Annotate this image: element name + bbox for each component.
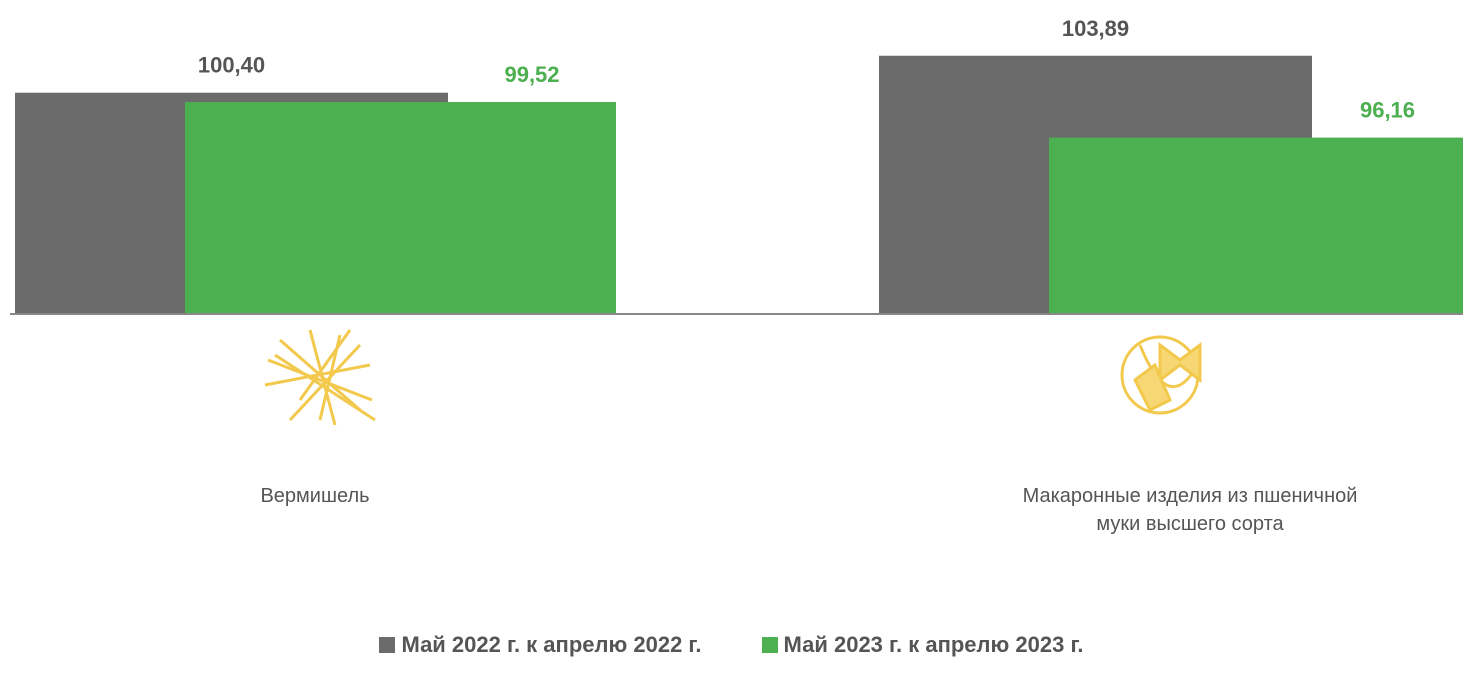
category-label: Макаронные изделия из пшеничной муки выс…	[1020, 482, 1360, 538]
chart: 100,40 99,52 103,89 96,16 Май 2022 г. к апр…	[0, 0, 1463, 688]
bar	[185, 102, 616, 314]
legend-item: Май 2023 г. к апрелю 2023 г.	[762, 632, 1084, 658]
legend-swatch	[762, 637, 778, 653]
legend-item: Май 2022 г. к апрелю 2022 г.	[379, 632, 701, 658]
plot: 100,40 99,52 103,89 96,16	[0, 0, 1463, 688]
data-label: 96,16	[1360, 98, 1415, 123]
data-label: 103,89	[1062, 16, 1129, 41]
legend-label: Май 2022 г. к апрелю 2022 г.	[401, 632, 701, 658]
bar	[1049, 138, 1463, 314]
legend-swatch	[379, 637, 395, 653]
pasta-icon	[1122, 337, 1200, 413]
vermicelli-icon	[265, 330, 375, 425]
legend-label: Май 2023 г. к апрелю 2023 г.	[784, 632, 1084, 658]
data-label: 100,40	[198, 53, 265, 78]
data-label: 99,52	[504, 62, 559, 87]
category-label: Вермишель	[135, 482, 495, 510]
legend: Май 2022 г. к апрелю 2022 г. Май 2023 г. …	[0, 632, 1463, 658]
